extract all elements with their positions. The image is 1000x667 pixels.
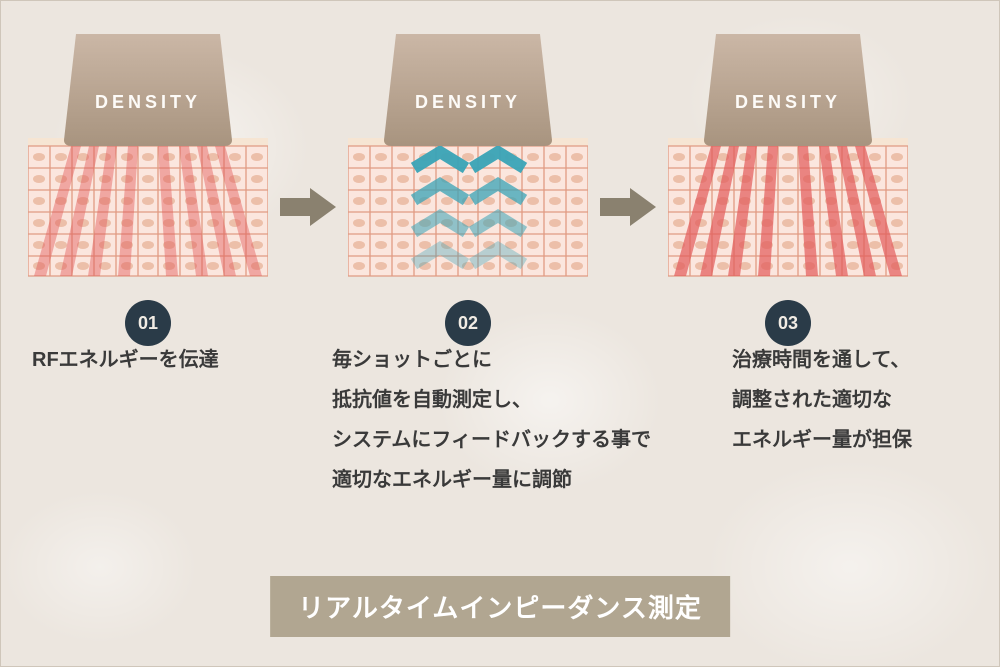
arrow-icon — [280, 188, 336, 231]
device-label: DENSITY — [64, 92, 232, 113]
device-head: DENSITY — [704, 34, 872, 144]
step-caption: 治療時間を通して、 調整された適切な エネルギー量が担保 — [732, 340, 912, 460]
arrow-icon — [600, 188, 656, 231]
skin-cross-section — [668, 138, 908, 293]
step-03: DENSITY 03 — [668, 34, 908, 289]
step-03-graphic: DENSITY 03 — [668, 34, 908, 289]
steps-row: DENSITY 01 — [28, 34, 990, 289]
device-label: DENSITY — [704, 92, 872, 113]
device-label: DENSITY — [384, 92, 552, 113]
step-01-graphic: DENSITY 01 — [28, 34, 268, 289]
step-01: DENSITY 01 — [28, 34, 268, 289]
device-head: DENSITY — [64, 34, 232, 144]
footer-title: リアルタイムインピーダンス測定 — [270, 576, 730, 637]
step-badge: 02 — [445, 300, 491, 346]
step-caption: RFエネルギーを伝達 — [32, 340, 219, 380]
step-number: 03 — [778, 313, 798, 334]
step-number: 01 — [138, 313, 158, 334]
step-badge: 01 — [125, 300, 171, 346]
device-head: DENSITY — [384, 34, 552, 144]
step-02-graphic: DENSITY 02 — [348, 34, 588, 289]
infographic-canvas: { "layout": { "canvas": { "width": 1000,… — [0, 0, 1000, 667]
step-number: 02 — [458, 313, 478, 334]
step-badge: 03 — [765, 300, 811, 346]
skin-cross-section — [28, 138, 268, 293]
skin-cross-section — [348, 138, 588, 293]
step-caption: 毎ショットごとに 抵抗値を自動測定し、 システムにフィードバックする事で 適切な… — [332, 340, 651, 500]
step-02: DENSITY 02 — [348, 34, 588, 289]
